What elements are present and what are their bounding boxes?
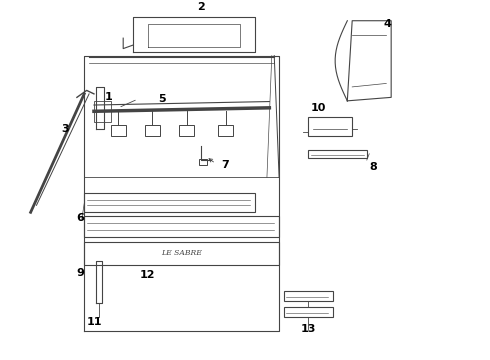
Bar (84, 193, 255, 212)
Bar (284, 291, 333, 301)
Bar (308, 117, 352, 136)
Text: 13: 13 (301, 324, 316, 334)
Bar (218, 125, 233, 136)
Bar (94, 101, 111, 122)
Text: 12: 12 (140, 270, 155, 280)
Bar (199, 159, 207, 165)
Text: 9: 9 (76, 268, 84, 278)
Bar (111, 125, 125, 136)
Bar (308, 150, 367, 158)
Bar (284, 307, 333, 317)
Bar (145, 125, 160, 136)
Text: 1: 1 (105, 93, 112, 102)
Bar (84, 242, 279, 265)
Text: 10: 10 (311, 103, 326, 113)
Text: 4: 4 (384, 19, 392, 29)
Text: 2: 2 (197, 2, 205, 12)
Bar (179, 125, 194, 136)
Text: 3: 3 (61, 124, 69, 134)
Text: 6: 6 (76, 212, 84, 222)
Text: 7: 7 (221, 160, 229, 170)
Text: 8: 8 (369, 162, 377, 172)
Text: LE SABRE: LE SABRE (161, 249, 202, 257)
Text: 5: 5 (158, 94, 166, 104)
Bar (84, 216, 279, 237)
Text: 11: 11 (86, 317, 102, 327)
